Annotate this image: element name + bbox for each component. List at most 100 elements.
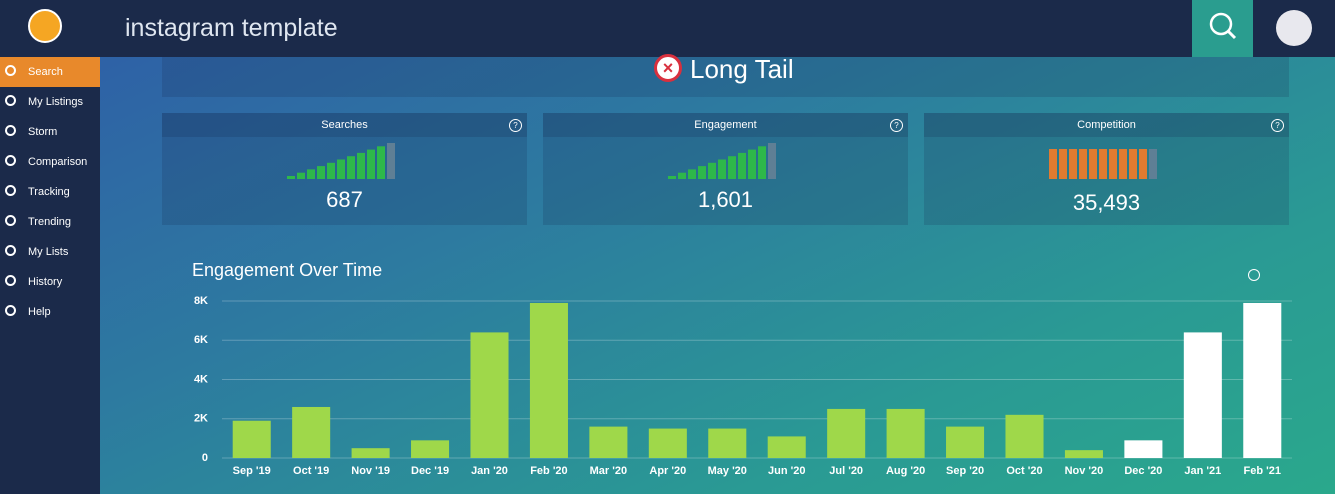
metric-value: 1,601: [697, 187, 754, 212]
x-tick-label: Nov '20: [1065, 465, 1104, 477]
level-bar: [1109, 149, 1117, 179]
bar: [292, 406, 331, 458]
level-bar: [1089, 149, 1097, 179]
level-bar: [1119, 149, 1127, 179]
bar: [827, 408, 866, 458]
level-bar: [718, 159, 726, 179]
page-title: instagram template: [125, 14, 338, 42]
metric-label: Searches?: [162, 113, 527, 137]
level-bar: [297, 172, 305, 179]
metric-label-text: Competition: [1077, 119, 1136, 131]
header: instagram template: [0, 0, 1335, 57]
level-bar: [1129, 149, 1137, 179]
bar: [411, 440, 450, 458]
x-tick-label: Feb '21: [1244, 465, 1281, 477]
metric-card: Searches? 687: [162, 113, 527, 225]
level-bar: [1139, 149, 1147, 179]
fail-icon: ×: [654, 54, 682, 82]
nav-item[interactable]: Help: [0, 297, 100, 327]
metric-card: Competition? 35,493: [924, 113, 1289, 225]
x-tick-label: Sep '20: [946, 465, 984, 477]
help-icon[interactable]: ?: [890, 119, 903, 132]
level-bar: [387, 143, 395, 179]
keyword: Long Tail: [690, 54, 794, 84]
help-icon[interactable]: [1248, 269, 1260, 281]
bar: [767, 436, 806, 458]
bar: [351, 448, 390, 458]
nav-item[interactable]: Comparison: [0, 147, 100, 177]
bar: [886, 408, 925, 458]
level-bar: [678, 172, 686, 179]
level-bar: [668, 176, 676, 179]
level-bar: [688, 169, 696, 179]
nav-item[interactable]: Trending: [0, 207, 100, 237]
x-tick-label: May '20: [708, 465, 747, 477]
x-tick-label: Jul '20: [829, 465, 863, 477]
bar: [1005, 414, 1044, 458]
level-bar: [1069, 149, 1077, 179]
level-bar: [758, 146, 766, 179]
metric-label-text: Searches: [321, 119, 368, 131]
level-bar: [1149, 149, 1157, 179]
y-tick-label: 8K: [194, 295, 208, 307]
level-bars: [1049, 149, 1157, 179]
metric-label: Engagement?: [543, 113, 908, 137]
level-bar: [768, 143, 776, 179]
y-tick-label: 4K: [194, 373, 208, 385]
nav-item[interactable]: Storm: [0, 117, 100, 147]
level-bar: [287, 176, 295, 179]
keyword-box: [162, 57, 1289, 97]
x-tick-label: Mar '20: [590, 465, 627, 477]
level-bar: [1049, 149, 1057, 179]
x-tick-label: Oct '20: [1006, 465, 1042, 477]
x-tick-label: Dec '20: [1124, 465, 1162, 477]
chart-title: Engagement Over Time: [192, 260, 382, 280]
metric-value: 687: [326, 187, 363, 212]
help-icon[interactable]: ?: [509, 119, 522, 132]
nav-item[interactable]: My Listings: [0, 87, 100, 117]
logo[interactable]: [28, 9, 62, 43]
bar: [946, 426, 985, 458]
search-icon: [1209, 12, 1237, 40]
level-bar: [748, 149, 756, 179]
help-icon[interactable]: ?: [1271, 119, 1284, 132]
level-bar: [1059, 149, 1067, 179]
nav-item[interactable]: Tracking: [0, 177, 100, 207]
y-tick-label: 2K: [194, 413, 208, 425]
bar: [529, 302, 568, 458]
avatar[interactable]: [1276, 10, 1312, 46]
level-bar: [728, 156, 736, 179]
level-bars: [668, 143, 776, 179]
sidebar: Search My Listings Storm Comparison Tracking…: [0, 57, 100, 494]
level-bar: [708, 162, 716, 179]
nav-item[interactable]: History: [0, 267, 100, 297]
bar: [232, 420, 271, 458]
metric-card: Engagement? 1,601: [543, 113, 908, 225]
x-tick-label: Feb '20: [530, 465, 567, 477]
level-bar: [367, 149, 375, 179]
search-button[interactable]: [1192, 0, 1253, 57]
metric-value: 35,493: [1072, 190, 1141, 215]
metric-label: Competition?: [924, 113, 1289, 137]
metric-label-text: Engagement: [694, 119, 757, 131]
x-tick-label: Jan '21: [1184, 465, 1221, 477]
nav-item[interactable]: Search: [0, 57, 100, 87]
chart: Engagement Over Time 0 2K 4K 6K 8K Sep '19 Oct…: [192, 260, 1292, 477]
level-bar: [738, 152, 746, 179]
x-tick-label: Oct '19: [293, 465, 329, 477]
bar: [1124, 440, 1163, 458]
level-bar: [698, 166, 706, 179]
x-tick-label: Jun '20: [768, 465, 805, 477]
nav-item[interactable]: My Lists: [0, 237, 100, 267]
x-tick-label: Jan '20: [471, 465, 508, 477]
level-bar: [317, 166, 325, 179]
bar: [1243, 302, 1282, 458]
x-tick-label: Nov '19: [351, 465, 390, 477]
level-bar: [1079, 149, 1087, 179]
level-bar: [307, 169, 315, 179]
x-tick-label: Dec '19: [411, 465, 449, 477]
bar: [1064, 450, 1103, 458]
bar: [648, 428, 687, 458]
y-tick-label: 6K: [194, 334, 208, 346]
